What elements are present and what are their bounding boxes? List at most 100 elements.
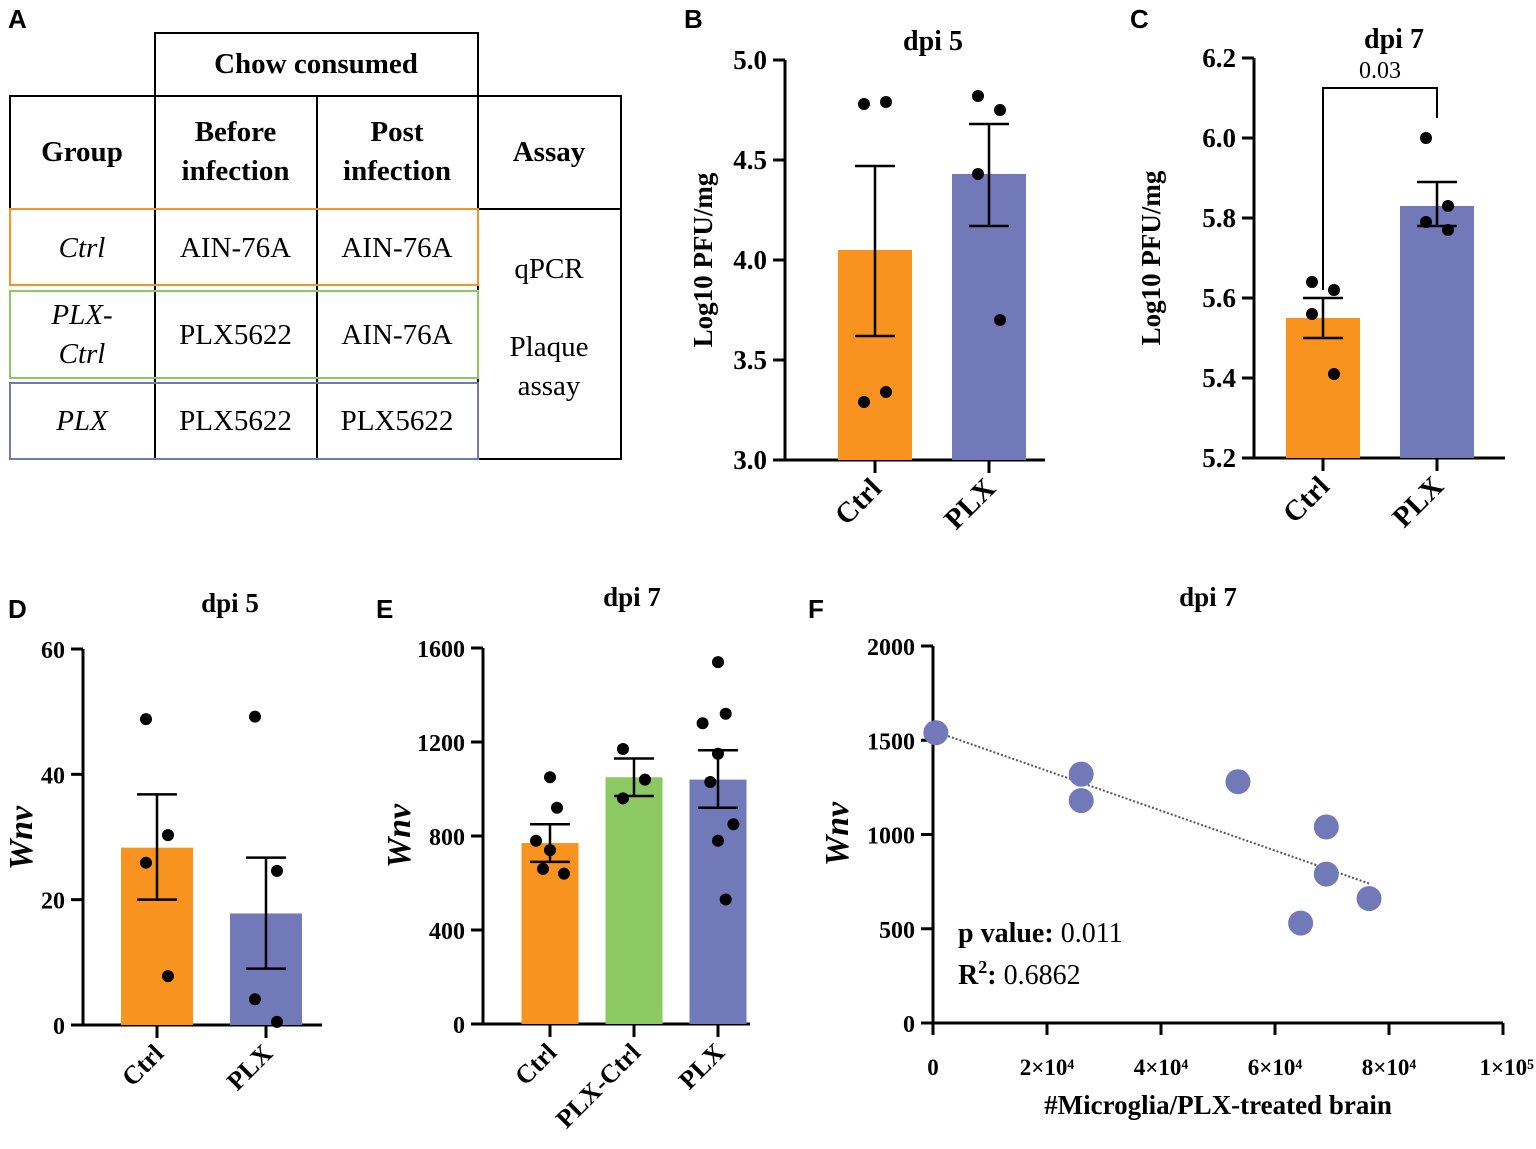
chart-f-point <box>1356 886 1382 912</box>
chart-c-point <box>1328 368 1340 380</box>
table-border <box>477 458 622 460</box>
chart-e-bar-ctrl <box>521 843 579 1024</box>
panel-letter-d: D <box>8 594 27 624</box>
panel-letter-f: F <box>808 594 824 624</box>
chart-c-bar-plx <box>1400 206 1474 458</box>
chart-d-ytick-label: 0 <box>53 1014 65 1040</box>
table-border <box>154 32 156 460</box>
header-post-line1: Post <box>370 116 424 148</box>
chart-f-fit-line <box>932 729 1370 885</box>
panel-letter-c: C <box>1130 4 1149 34</box>
chart-b-ytick-label: 5.0 <box>733 45 767 75</box>
chart-b-category-label: Ctrl <box>829 472 888 531</box>
header-chow-consumed: Chow consumed <box>214 47 418 80</box>
chart-f-r2-superscript: 2 <box>978 957 987 977</box>
chart-b-point <box>972 168 984 180</box>
cell-group-plx: PLX <box>56 404 108 437</box>
chart-c-ytick-label: 5.2 <box>1202 443 1236 473</box>
chart-c-point <box>1442 200 1454 212</box>
chart-d-point <box>271 1015 283 1028</box>
chart-c-bar-ctrl <box>1286 318 1360 458</box>
row-box-ctrl <box>9 208 479 286</box>
diet-table: Chow consumed Group Before infection Pos… <box>0 0 640 470</box>
chart-c-ytick-label: 6.2 <box>1202 43 1236 73</box>
chart-e-point <box>712 834 724 847</box>
chart-f-r2-value: 0.6862 <box>1004 960 1081 991</box>
chart-c-point <box>1306 276 1318 288</box>
chart-b-point <box>972 90 984 102</box>
chart-f-xlabel: #Microglia/PLX-treated brain <box>1044 1090 1392 1120</box>
header-post-line2: infection <box>343 155 451 187</box>
chart-d-ytick-label: 20 <box>41 889 65 915</box>
chart-f-point <box>923 720 949 746</box>
cell-group-ctrl: Ctrl <box>58 231 106 264</box>
chart-e-title: dpi 7 <box>603 582 661 612</box>
row-box-plx <box>9 382 479 460</box>
cell-before-plx: PLX5622 <box>179 404 292 437</box>
assay-line-qpcr: qPCR <box>514 253 584 285</box>
chart-d-title: dpi 5 <box>201 588 259 618</box>
chart-f-ytick-label: 1000 <box>867 824 915 850</box>
chart-c-point <box>1328 284 1340 296</box>
chart-f-point <box>1225 769 1251 795</box>
chart-c-ylabel: Log10 PFU/mg <box>1136 170 1166 345</box>
chart-d-category-label: PLX <box>221 1039 278 1096</box>
chart-c-ytick-label: 5.6 <box>1202 283 1236 313</box>
chart-d-point <box>140 713 152 726</box>
chart-b-point <box>880 96 892 108</box>
cell-assay: qPCR Plaque assay <box>478 240 620 416</box>
assay-line-assay: assay <box>517 370 581 402</box>
chart-f-ytick-label: 1500 <box>867 729 915 755</box>
cell-post-plx-ctrl: AIN-76A <box>341 318 453 351</box>
table-border <box>316 95 318 460</box>
chart-e-point <box>544 771 556 784</box>
panel-letter-a: A <box>8 4 27 34</box>
chart-f-ytick-label: 2000 <box>867 635 915 661</box>
chart-d-point <box>162 829 174 842</box>
chart-e-ytick-label: 400 <box>429 919 465 945</box>
header-before-infection: Before infection <box>155 96 316 208</box>
chart-f-ylabel: Wnv <box>819 801 856 866</box>
table-border <box>9 95 622 97</box>
chart-f-r2-label: R <box>958 960 979 991</box>
chart-c-ytick-label: 5.4 <box>1202 363 1236 393</box>
chart-b-point <box>858 396 870 408</box>
chart-e-point <box>537 862 549 875</box>
chart-f-point <box>1068 788 1094 814</box>
chart-e-ytick-label: 1600 <box>417 637 465 663</box>
chart-f-point <box>1313 814 1339 840</box>
header-assay: Assay <box>512 135 586 168</box>
chart-c-ytick-label: 5.8 <box>1202 203 1236 233</box>
chart-d-ytick-label: 40 <box>41 763 65 789</box>
chart-e-ytick-label: 0 <box>453 1013 465 1039</box>
header-post-infection: Post infection <box>317 96 477 208</box>
chart-e-point <box>712 747 724 760</box>
chart-f-title: dpi 7 <box>1179 582 1237 612</box>
chart-f-xtick-label: 1×10⁵ <box>1479 1055 1534 1080</box>
chart-e-point <box>719 893 732 906</box>
chart-b-point <box>858 98 870 110</box>
chart-d-category-label: Ctrl <box>116 1039 169 1092</box>
panel-letter-e: E <box>376 594 394 624</box>
chart-f-xtick-label: 0 <box>927 1055 939 1080</box>
chart-e-bar-plx-ctrl <box>605 777 663 1024</box>
cell-group-plx-ctrl-line2: Ctrl <box>58 338 106 370</box>
chart-f-pvalue-annotation: p value: 0.011 <box>958 918 1123 949</box>
chart-c-point <box>1442 224 1454 236</box>
table-border <box>620 95 622 460</box>
chart-c-point <box>1420 216 1432 228</box>
chart-c-category-label: PLX <box>1386 470 1450 534</box>
chart-e-category-label: PLX-Ctrl <box>550 1038 646 1134</box>
chart-f-point <box>1068 761 1094 787</box>
chart-b-ylabel: Log10 PFU/mg <box>688 172 718 347</box>
header-group: Group <box>41 135 123 168</box>
chart-e-point <box>712 656 724 669</box>
header-before-line2: infection <box>181 155 290 187</box>
chart-f-pvalue-value: 0.011 <box>1061 918 1123 949</box>
chart-e-point <box>617 743 629 756</box>
chart-c-point <box>1420 132 1432 144</box>
chart-b-ytick-label: 3.0 <box>733 445 767 475</box>
chart-f-ytick-label: 500 <box>879 918 915 944</box>
table-border <box>154 32 479 34</box>
chart-e-point <box>617 792 629 805</box>
